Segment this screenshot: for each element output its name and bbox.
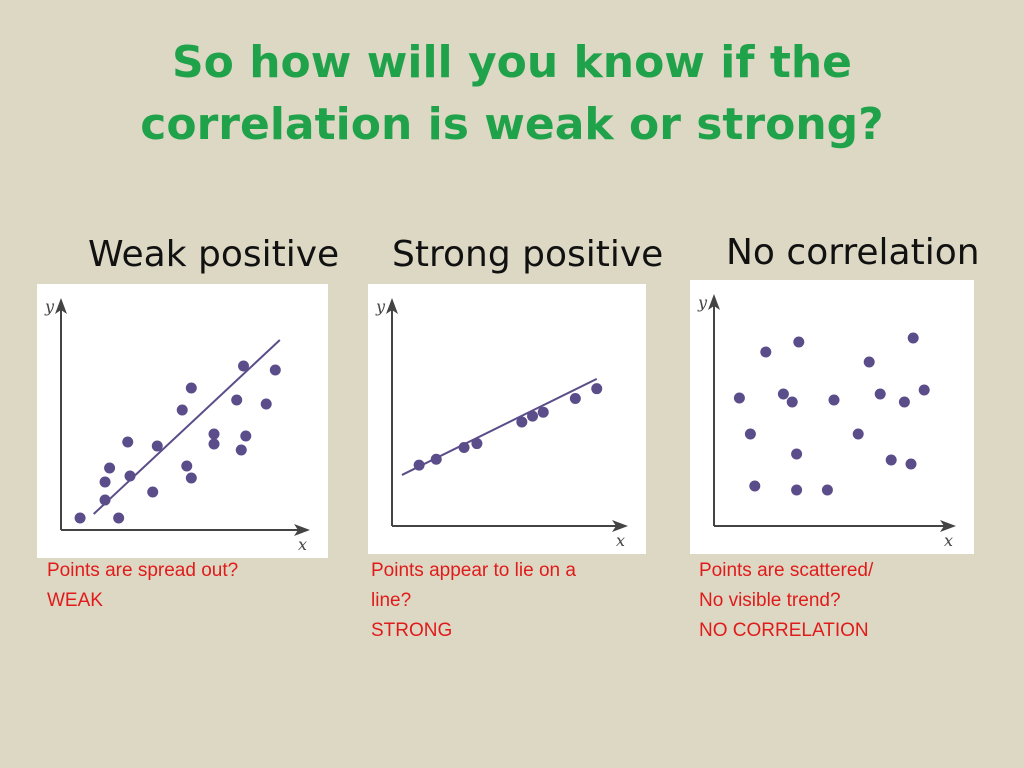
caption-line: Points are spread out? xyxy=(47,560,239,581)
data-point xyxy=(74,512,86,524)
data-point xyxy=(852,428,864,440)
slide-title: So how will you know if the correlation … xyxy=(0,32,1024,156)
data-point xyxy=(122,436,134,448)
data-point xyxy=(124,470,136,482)
slide-title-line-1: So how will you know if the xyxy=(171,37,853,88)
data-point xyxy=(760,346,772,358)
data-point xyxy=(527,410,539,422)
trend-line xyxy=(93,339,281,515)
data-point xyxy=(786,396,798,408)
data-point xyxy=(240,430,252,442)
data-point xyxy=(151,440,163,452)
data-point xyxy=(821,484,833,496)
y-axis-arrow-icon xyxy=(708,294,720,310)
caption-line: Points appear to lie on a xyxy=(371,560,576,581)
data-point xyxy=(147,486,159,498)
data-point xyxy=(176,404,188,416)
data-point xyxy=(898,396,910,408)
data-point xyxy=(744,428,756,440)
data-point xyxy=(537,406,549,418)
scatter-plot-no-correlation: xy xyxy=(697,293,956,550)
data-point xyxy=(208,438,220,450)
caption-line: NO CORRELATION xyxy=(699,620,869,641)
y-axis-label: y xyxy=(375,297,386,316)
data-point xyxy=(235,444,247,456)
data-point xyxy=(907,332,919,344)
caption-line: line? xyxy=(371,590,412,611)
data-point xyxy=(458,441,470,453)
data-point xyxy=(777,388,789,400)
heading-no-correlation: No correlation xyxy=(726,232,980,273)
heading-strong-positive: Strong positive xyxy=(392,234,664,275)
data-point xyxy=(863,356,875,368)
y-axis-arrow-icon xyxy=(55,298,67,314)
data-point xyxy=(113,512,125,524)
x-axis-arrow-icon xyxy=(612,520,628,532)
data-point xyxy=(591,383,603,395)
data-point xyxy=(99,494,111,506)
data-point xyxy=(569,392,581,404)
caption-weak-positive: Points are spread out? WEAK xyxy=(47,556,238,616)
y-axis-label: y xyxy=(697,293,708,312)
data-point xyxy=(185,382,197,394)
x-axis-arrow-icon xyxy=(294,524,310,536)
data-point xyxy=(185,472,197,484)
data-point xyxy=(413,459,425,471)
caption-line: STRONG xyxy=(371,620,453,641)
data-point xyxy=(181,460,193,472)
data-point xyxy=(430,453,442,465)
data-point xyxy=(874,388,886,400)
scatter-plot-strong-positive: xy xyxy=(375,297,628,550)
caption-no-correlation: Points are scattered/ No visible trend? … xyxy=(699,556,873,646)
caption-line: WEAK xyxy=(47,590,103,611)
data-point xyxy=(791,484,803,496)
scatter-plot-weak-positive: xy xyxy=(44,297,310,554)
data-point xyxy=(828,394,840,406)
caption-line: Points are scattered/ xyxy=(699,560,874,581)
data-point xyxy=(208,428,220,440)
data-point xyxy=(905,458,917,470)
caption-line: No visible trend? xyxy=(699,590,841,611)
data-point xyxy=(238,360,250,372)
data-point xyxy=(231,394,243,406)
data-point xyxy=(516,416,528,428)
x-axis-label: x xyxy=(944,531,953,550)
data-point xyxy=(793,336,805,348)
slide-title-line-2: correlation is weak or strong? xyxy=(140,99,884,150)
caption-strong-positive: Points appear to lie on a line? STRONG xyxy=(371,556,576,646)
data-point xyxy=(918,384,930,396)
data-point xyxy=(791,448,803,460)
x-axis-label: x xyxy=(616,531,625,550)
x-axis-label: x xyxy=(298,535,307,554)
data-point xyxy=(733,392,745,404)
x-axis-arrow-icon xyxy=(940,520,956,532)
data-point xyxy=(269,364,281,376)
y-axis-arrow-icon xyxy=(386,298,398,314)
heading-weak-positive: Weak positive xyxy=(88,234,340,275)
data-point xyxy=(471,438,483,450)
data-point xyxy=(749,480,761,492)
y-axis-label: y xyxy=(44,297,55,316)
data-point xyxy=(104,462,116,474)
data-point xyxy=(885,454,897,466)
data-point xyxy=(260,398,272,410)
data-point xyxy=(99,476,111,488)
